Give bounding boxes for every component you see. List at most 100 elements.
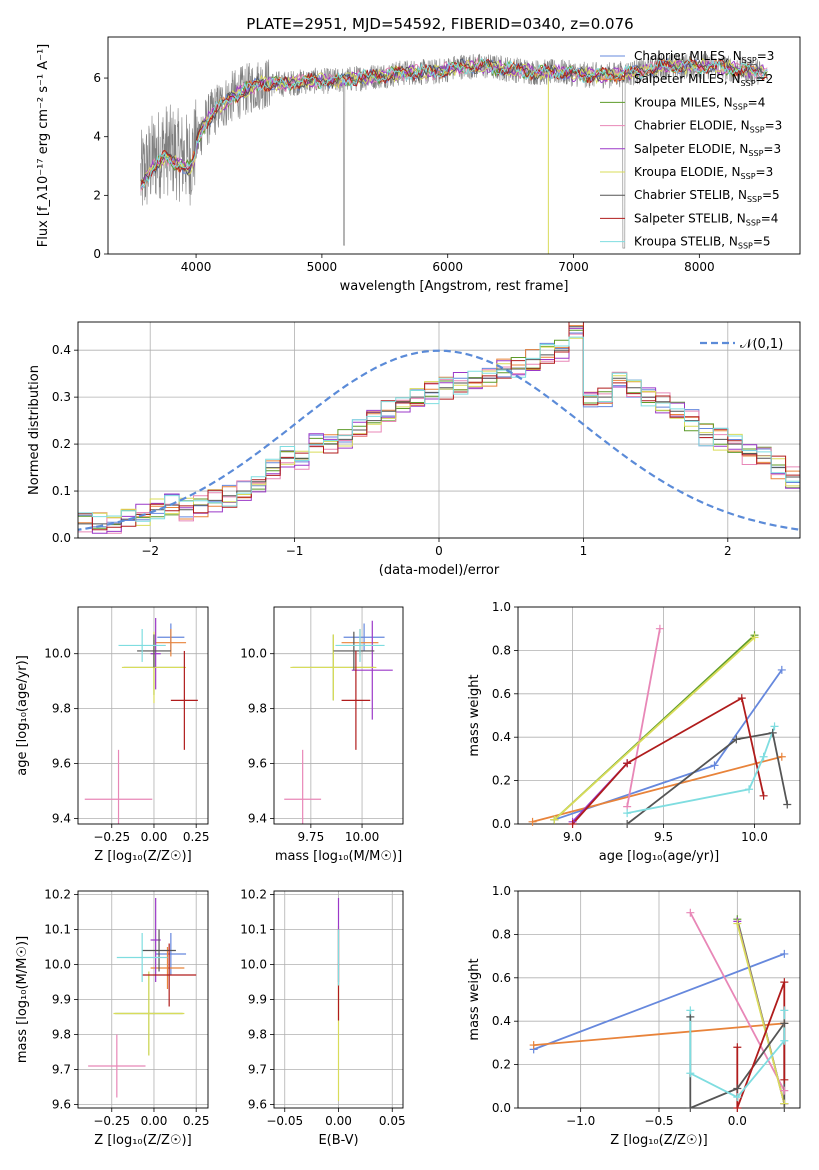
axes-frame: [107, 36, 801, 255]
histogram-series: [78, 326, 800, 525]
y-tick-label: 10.1: [44, 923, 71, 937]
legend-label: Chabrier ELODIE, NSSP=3: [634, 119, 782, 135]
panel-age-vs-mass: 9.75 10.00 9.4 9.6 9.8 10.0 mass [log₁₀(M/M☉)]: [240, 606, 404, 864]
x-tick-label: 0.25: [183, 830, 210, 844]
y-tick-label: 9.8: [52, 1028, 71, 1042]
plot-area: [140, 53, 768, 254]
x-tick-label: 1: [580, 544, 588, 558]
weight-marker: [623, 759, 632, 768]
legend-label: Kroupa ELODIE, NSSP=3: [634, 165, 773, 181]
weight-marker: [623, 820, 632, 828]
y-tick-label: 6: [93, 71, 101, 85]
x-tick-label: 0.25: [183, 1114, 210, 1128]
axes-frame: [517, 606, 801, 825]
weight-marker: [780, 978, 789, 987]
weight-line: [626, 628, 661, 807]
y-tick-label: 1.0: [492, 600, 511, 614]
y-axis-label: mass weight: [467, 674, 482, 756]
x-tick-label: 10.00: [345, 830, 379, 844]
y-tick-label: 9.6: [52, 1098, 71, 1112]
y-tick-label: 9.8: [52, 702, 71, 716]
histogram-series: [78, 327, 800, 534]
x-axis-label: Z [log₁₀(Z/Z☉)]: [94, 1133, 191, 1148]
weight-marker: [623, 809, 632, 818]
y-tick-label: 0.0: [492, 817, 511, 831]
y-tick-label: 0: [93, 247, 101, 261]
legend: Chabrier MILES, NSSP=3 Salpeter MILES, NS…: [600, 49, 782, 251]
weight-marker: [768, 728, 777, 737]
x-axis-label: E(B-V): [318, 1133, 358, 1148]
weight-marker: [780, 1075, 789, 1084]
x-tick-label: 10.0: [741, 830, 768, 844]
y-tick-label: 0.4: [52, 343, 71, 357]
model-spectrum: [140, 57, 768, 183]
legend-label: Chabrier STELIB, NSSP=5: [634, 188, 780, 204]
y-tick-label: 0.8: [492, 927, 511, 941]
x-tick-label: 9.5: [654, 830, 673, 844]
weight-marker: [780, 1006, 789, 1015]
panel-weight-vs-age: 9.0 9.5 10.0 0.0 0.2 0.4 0.6 0.8 1.0 age [log₁₀(a…: [467, 600, 801, 864]
y-tick-label: 0.6: [492, 687, 511, 701]
x-tick-label: −0.5: [644, 1114, 673, 1128]
weight-marker: [745, 785, 754, 794]
y-tick-label: 10.0: [240, 958, 267, 972]
legend-label: Chabrier MILES, NSSP=3: [634, 49, 774, 65]
y-tick-label: 0.0: [52, 531, 71, 545]
weight-line: [626, 731, 789, 824]
weight-marker: [759, 752, 768, 761]
y-tick-label: 0.4: [492, 730, 511, 744]
legend-label: Salpeter MILES, NSSP=2: [634, 72, 773, 88]
y-axis-label: age [log₁₀(age/yr)]: [15, 655, 30, 776]
y-tick-label: 9.8: [248, 702, 267, 716]
x-tick-label: 7000: [558, 260, 589, 274]
histogram-series: [78, 333, 800, 534]
x-axis-label: Z [log₁₀(Z/Z☉)]: [610, 1133, 707, 1148]
y-tick-label: 0.1: [52, 484, 71, 498]
y-tick-label: 4: [93, 130, 101, 144]
weight-marker: [780, 1019, 789, 1028]
y-tick-label: 0.3: [52, 390, 71, 404]
y-axis-label: Flux [f_λ10⁻¹⁷ erg cm⁻² s⁻¹ A⁻¹]: [36, 44, 51, 248]
model-spectrum: [140, 57, 768, 189]
y-tick-label: 9.9: [248, 993, 267, 1007]
legend-label: Salpeter ELODIE, NSSP=3: [634, 142, 781, 158]
y-tick-label: 9.4: [52, 812, 71, 826]
weight-marker: [783, 800, 792, 809]
weight-marker: [686, 1069, 695, 1078]
y-tick-label: 0.2: [492, 774, 511, 788]
weight-marker: [780, 949, 789, 958]
weight-line: [532, 755, 783, 823]
x-tick-label: −1.0: [566, 1114, 595, 1128]
x-axis-label: age [log₁₀(age/yr)]: [599, 849, 720, 864]
x-tick-label: 5000: [307, 260, 338, 274]
plot-area: [84, 617, 198, 824]
weight-marker: [750, 633, 759, 642]
y-tick-label: 10.0: [44, 958, 71, 972]
weight-marker: [686, 908, 695, 917]
x-axis-label: Z [log₁₀(Z/Z☉)]: [94, 849, 191, 864]
axes: 4000 5000 6000 7000 8000 0 2 4 6 wavelength [Angs…: [36, 36, 801, 294]
x-tick-label: −1: [286, 544, 304, 558]
plot-area: [88, 898, 197, 1098]
axes: 9.0 9.5 10.0 0.0 0.2 0.4 0.6 0.8 1.0 age [log₁₀(a…: [467, 600, 801, 864]
x-tick-label: −0.05: [266, 1114, 303, 1128]
y-tick-label: 9.6: [248, 757, 267, 771]
weight-marker: [780, 1086, 789, 1095]
weight-line: [533, 1022, 785, 1046]
y-tick-label: 10.2: [240, 888, 267, 902]
weight-marker: [550, 815, 559, 824]
weight-marker: [733, 919, 742, 928]
weight-line: [554, 669, 783, 821]
weight-line: [736, 923, 786, 1104]
x-tick-label: 4000: [181, 260, 212, 274]
panel-weight-vs-Z: −1.0 −0.5 0.0 0.0 0.2 0.4 0.6 0.8 1.0 Z [log₁₀(Z/…: [467, 884, 801, 1148]
weight-marker: [780, 1104, 789, 1112]
x-tick-label: 0.00: [325, 1114, 352, 1128]
axes: −0.05 0.00 0.05 9.6 9.7 9.8 9.9 10.0 10.1 10.2 E(B…: [240, 888, 405, 1149]
weight-marker: [733, 1043, 742, 1052]
plot-area: [532, 628, 789, 824]
weight-line: [533, 953, 785, 1051]
weight-marker: [732, 735, 741, 744]
y-tick-label: 0.0: [492, 1101, 511, 1115]
